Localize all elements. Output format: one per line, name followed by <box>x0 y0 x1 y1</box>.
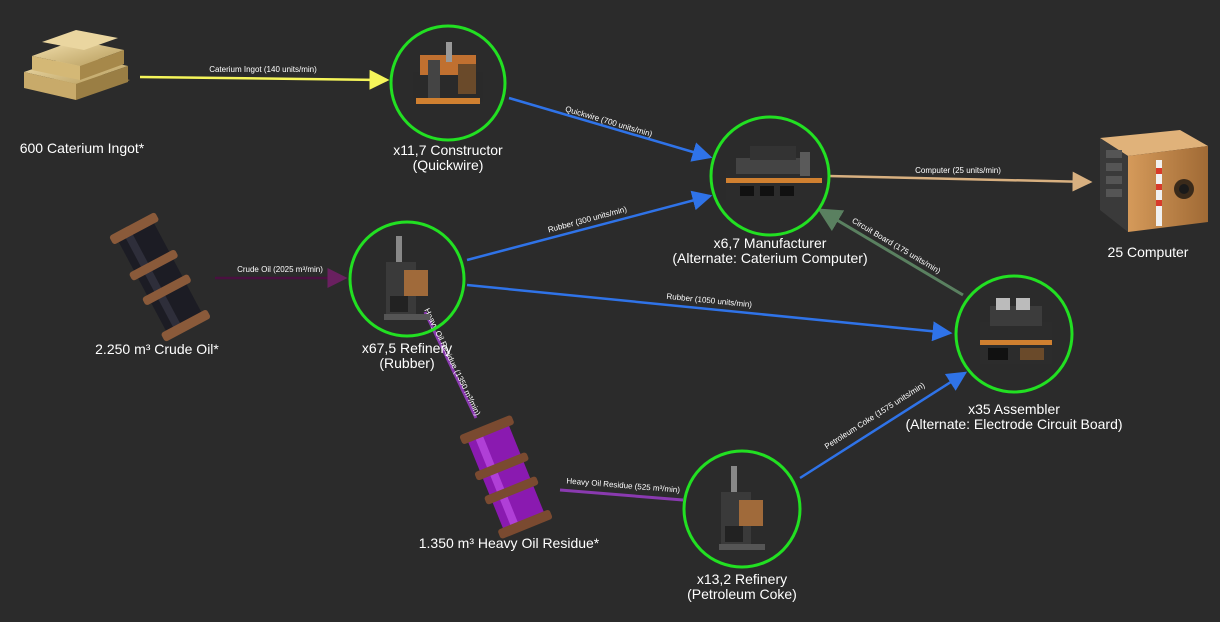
refinery-coke-machine-icon <box>719 466 765 550</box>
edge-computer: Computer (25 units/min) <box>827 166 1093 192</box>
edge-caterium-ingot: Caterium Ingot (140 units/min) <box>139 65 390 90</box>
assembler-ring <box>954 274 1074 394</box>
node-computer[interactable]: 25 Computer <box>1100 130 1208 260</box>
assembler-recipe: (Alternate: Electrode Circuit Board) <box>905 416 1122 432</box>
refinery-rubber-count: x67,5 Refinery <box>362 340 452 356</box>
manufacturer-count: x6,7 Manufacturer <box>714 235 827 251</box>
crude-oil-canister-icon <box>109 212 211 342</box>
constructor-ring <box>389 24 507 142</box>
node-crude-oil[interactable]: 2.250 m³ Crude Oil* <box>95 212 219 357</box>
assembler-count: x35 Assembler <box>968 401 1060 417</box>
constructor-recipe: (Quickwire) <box>413 157 484 173</box>
edge-label-quickwire: Quickwire (700 units/min) <box>564 104 653 138</box>
caterium-ingot-label: 600 Caterium Ingot* <box>20 140 145 156</box>
node-heavy-oil-residue[interactable]: 1.350 m³ Heavy Oil Residue* <box>419 415 600 551</box>
node-assembler[interactable]: x35 Assembler (Alternate: Electrode Circ… <box>905 274 1123 432</box>
edge-rubber-1050: Rubber (1050 units/min) <box>466 283 953 342</box>
edge-heavy-oil-525: Heavy Oil Residue (525 m³/min) <box>559 476 684 502</box>
edge-crude-oil: Crude Oil (2025 m³/min) <box>215 265 348 288</box>
refinery-rubber-recipe: (Rubber) <box>379 355 434 371</box>
constructor-count: x11,7 Constructor <box>393 142 503 158</box>
constructor-machine-icon <box>413 42 483 104</box>
refinery-rubber-machine-icon <box>384 236 430 320</box>
heavy-oil-label: 1.350 m³ Heavy Oil Residue* <box>419 535 600 551</box>
caterium-ingot-icon <box>24 30 130 100</box>
crude-oil-label: 2.250 m³ Crude Oil* <box>95 341 219 357</box>
refinery-coke-count: x13,2 Refinery <box>697 571 787 587</box>
edge-quickwire: Quickwire (700 units/min) <box>508 96 713 162</box>
manufacturer-ring <box>709 115 831 237</box>
edge-label-circuit: Circuit Board (175 units/min) <box>850 216 942 276</box>
node-refinery-coke[interactable]: x13,2 Refinery (Petroleum Coke) <box>682 449 802 602</box>
node-constructor[interactable]: x11,7 Constructor (Quickwire) <box>389 24 507 173</box>
manufacturer-machine-icon <box>726 146 822 200</box>
edge-label-caterium: Caterium Ingot (140 units/min) <box>209 65 317 74</box>
node-refinery-rubber[interactable]: x67,5 Refinery (Rubber) <box>348 220 466 371</box>
computer-icon <box>1100 130 1208 232</box>
node-manufacturer[interactable]: x6,7 Manufacturer (Alternate: Caterium C… <box>672 115 868 266</box>
refinery-rubber-ring <box>348 220 466 338</box>
manufacturer-recipe: (Alternate: Caterium Computer) <box>672 250 867 266</box>
heavy-oil-canister-icon <box>459 415 553 539</box>
refinery-coke-ring <box>682 449 802 569</box>
edge-label-crude: Crude Oil (2025 m³/min) <box>237 265 323 274</box>
computer-label: 25 Computer <box>1108 244 1189 260</box>
assembler-machine-icon <box>980 298 1052 364</box>
edge-label-computer: Computer (25 units/min) <box>915 166 1001 175</box>
node-caterium-ingot[interactable]: 600 Caterium Ingot* <box>20 30 145 156</box>
refinery-coke-recipe: (Petroleum Coke) <box>687 586 797 602</box>
